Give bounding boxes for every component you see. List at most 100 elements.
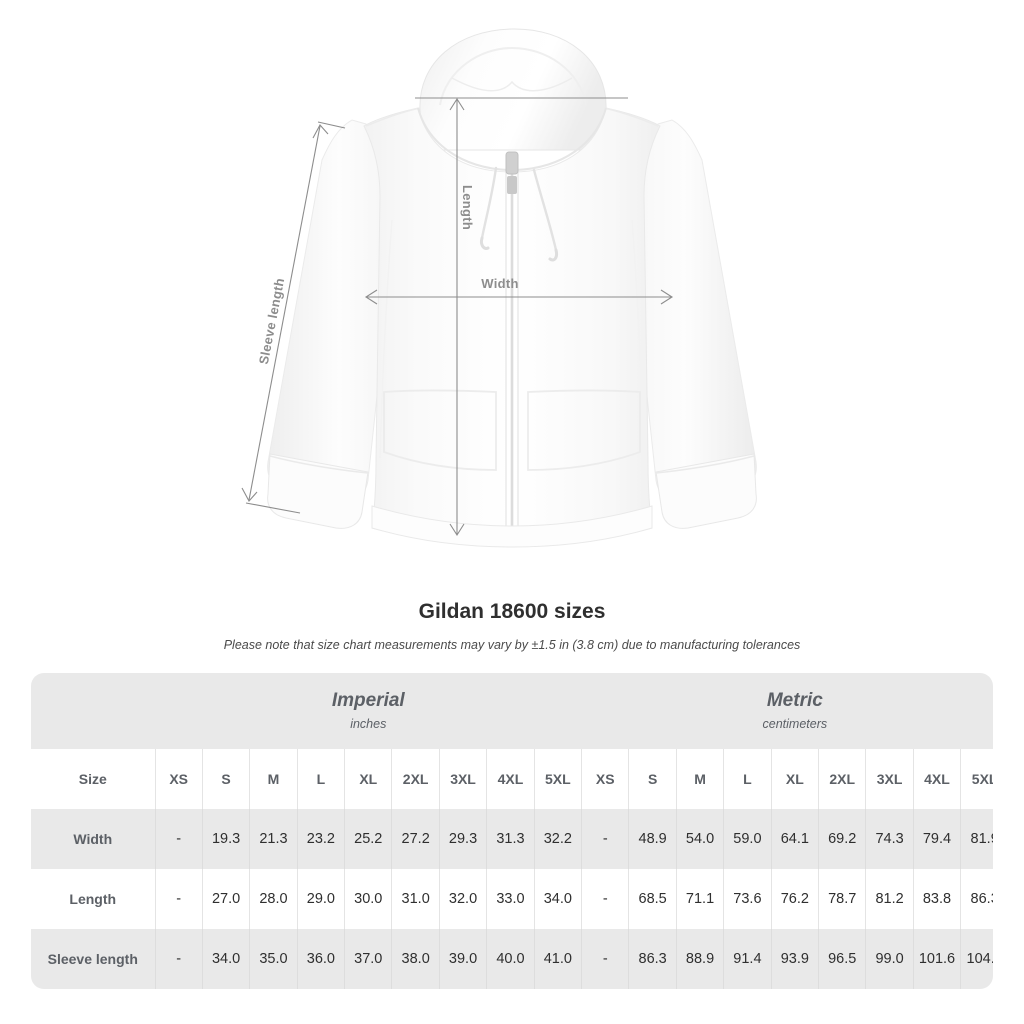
table-row: Width -19.3 21.3 23.2 25.2 27.2 29.3 31.3 32.2-4… (31, 809, 993, 869)
unit-group-name: Metric (766, 690, 823, 711)
unit-group-sub: inches (350, 717, 387, 731)
drawstring-left (480, 166, 498, 240)
size-chart-table: Imperial inches Metric centimeters Size XS S… (31, 673, 993, 989)
drawstring-right (532, 168, 558, 252)
cell-width-imperial-xl: 25.2 (344, 809, 392, 869)
length-label: Length (460, 185, 475, 230)
cell-width-metric-4xl: 79.4 (912, 809, 961, 869)
cell-length-imperial-xl: 30.0 (344, 869, 392, 929)
left-cuff-seam (269, 455, 369, 474)
cell-width-imperial-2xl: 27.2 (391, 809, 440, 869)
size-header-5xl-metric: 5XL (960, 749, 993, 809)
dimension-guides (241, 97, 674, 537)
cell-sleeve-length-imperial-s: 34.0 (201, 929, 250, 989)
left-pocket (383, 389, 497, 471)
size-header-2xl-imperial: 2XL (391, 749, 440, 809)
row-label-sleeve-length: Sleeve length (31, 929, 155, 989)
page-title: Gildan 18600 sizes (418, 600, 606, 623)
sleeve-tick-bottom (245, 502, 301, 514)
right-cuff (655, 453, 757, 529)
unit-group-header-row: Imperial inches Metric centimeters (31, 673, 993, 749)
cell-width-metric-xl: 64.1 (770, 809, 819, 869)
zipper-slider (507, 176, 517, 194)
unit-group-sub: centimeters (762, 717, 828, 731)
cell-length-imperial-4xl: 33.0 (486, 869, 535, 929)
title-block: Gildan 18600 sizes Please note that size… (0, 598, 1024, 653)
row-label-length: Length (31, 869, 155, 929)
cell-length-metric-s: 68.5 (628, 869, 677, 929)
size-header-xl-imperial: XL (344, 749, 392, 809)
cell-sleeve-length-metric-3xl: 99.0 (865, 929, 914, 989)
right-cuff-seam (655, 455, 755, 474)
cell-sleeve-length-metric-4xl: 101.6 (912, 929, 961, 989)
unit-group-name: Imperial (331, 690, 405, 711)
cell-sleeve-length-imperial-m: 35.0 (249, 929, 298, 989)
length-arrow-head-top (449, 97, 465, 111)
size-header-3xl-metric: 3XL (865, 749, 914, 809)
size-header-2xl-metric: 2XL (817, 749, 866, 809)
cell-length-metric-m: 71.1 (675, 869, 724, 929)
cell-sleeve-length-imperial-2xl: 38.0 (391, 929, 440, 989)
cell-width-imperial-s: 19.3 (201, 809, 250, 869)
cell-sleeve-length-metric-s: 86.3 (628, 929, 677, 989)
cell-width-metric-l: 59.0 (723, 809, 772, 869)
cell-length-metric-3xl: 81.2 (865, 869, 914, 929)
cell-sleeve-length-metric-xl: 93.9 (770, 929, 819, 989)
cell-width-metric-3xl: 74.3 (865, 809, 914, 869)
table-row: Sleeve length -34.0 35.0 36.0 37.0 38.0 39.0 40… (31, 929, 993, 989)
row-label-width: Width (31, 809, 155, 869)
size-header-4xl-metric: 4XL (912, 749, 961, 809)
cell-length-imperial-xs: - (154, 869, 203, 929)
size-header-m-imperial: M (249, 749, 298, 809)
hood-front-right (515, 107, 607, 171)
cell-sleeve-length-metric-2xl: 96.5 (817, 929, 866, 989)
unit-group-imperial: Imperial inches (155, 673, 582, 749)
size-header-l-metric: L (723, 749, 772, 809)
size-header-3xl-imperial: 3XL (438, 749, 487, 809)
cell-width-imperial-5xl: 32.2 (533, 809, 582, 869)
sleeve-arrow-head-bottom (241, 487, 258, 502)
cell-sleeve-length-imperial-xs: - (154, 929, 203, 989)
width-arrow-head-right (660, 289, 674, 305)
unit-group-metric: Metric centimeters (581, 673, 993, 749)
hood-crease (451, 77, 573, 92)
cell-width-metric-s: 48.9 (628, 809, 677, 869)
cell-sleeve-length-metric-xs: - (581, 929, 629, 989)
cell-length-metric-l: 73.6 (723, 869, 772, 929)
hood-front-left (417, 107, 509, 171)
cell-width-imperial-3xl: 29.3 (438, 809, 487, 869)
unit-corner-cell (31, 673, 155, 749)
hoodie-graphic (267, 28, 757, 548)
cell-width-imperial-l: 23.2 (296, 809, 345, 869)
size-chart-table-container: Imperial inches Metric centimeters Size XS S… (31, 673, 993, 989)
size-header-xs-metric: XS (581, 749, 629, 809)
cell-length-metric-4xl: 83.8 (912, 869, 961, 929)
drawstring-right-tip (548, 248, 558, 262)
cell-width-metric-xs: - (581, 809, 629, 869)
cell-width-imperial-xs: - (154, 809, 203, 869)
cell-sleeve-length-imperial-5xl: 41.0 (533, 929, 582, 989)
cell-length-imperial-l: 29.0 (296, 869, 345, 929)
size-chart-body: Width -19.3 21.3 23.2 25.2 27.2 29.3 31.3 32.2-4… (31, 809, 993, 989)
width-label: Width (481, 276, 518, 291)
cell-length-imperial-s: 27.0 (201, 869, 250, 929)
cell-width-metric-5xl: 81.9 (960, 809, 993, 869)
cell-length-imperial-3xl: 32.0 (438, 869, 487, 929)
cell-width-imperial-m: 21.3 (249, 809, 298, 869)
size-header-row: Size XS S M L XL 2XL 3XL 4XL 5XL XS S M L XL 2XL 3XL 4XL… (31, 749, 993, 809)
cell-width-metric-2xl: 69.2 (817, 809, 866, 869)
hem-band (371, 505, 653, 548)
drawstring-left-tip (480, 236, 490, 250)
zipper-pull (505, 151, 519, 175)
hood-inner-fold (439, 46, 587, 106)
hoodie-illustration: Length Width Sleeve length (241, 28, 757, 548)
right-pocket (527, 389, 641, 471)
body-crease-right (631, 219, 645, 459)
size-header-5xl-imperial: 5XL (533, 749, 582, 809)
cell-length-imperial-5xl: 34.0 (533, 869, 582, 929)
size-header-m-metric: M (675, 749, 724, 809)
cell-length-metric-xs: - (581, 869, 629, 929)
cell-length-metric-xl: 76.2 (770, 869, 819, 929)
sleeve-arrow-head-top (312, 124, 329, 139)
size-header-s-metric: S (628, 749, 677, 809)
